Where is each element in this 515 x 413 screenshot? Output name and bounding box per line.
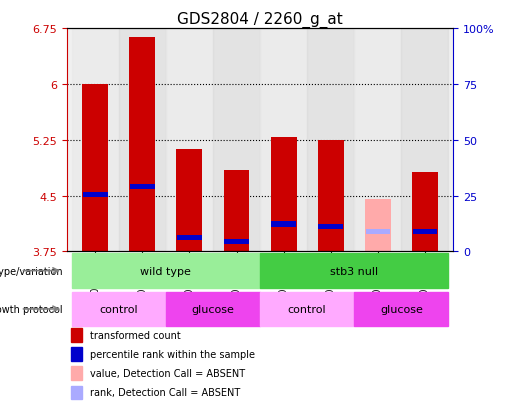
Bar [71,347,82,361]
Bar [224,240,249,245]
Bar [82,85,108,252]
FancyBboxPatch shape [260,292,354,326]
Bar [71,328,82,342]
Bar [83,192,108,197]
Bar [366,229,390,235]
Bar [177,150,202,252]
Bar [130,185,154,190]
Text: control: control [288,304,327,314]
Bar [271,138,297,252]
Text: glucose: glucose [192,304,234,314]
FancyBboxPatch shape [354,292,449,326]
Title: GDS2804 / 2260_g_at: GDS2804 / 2260_g_at [177,12,343,28]
Text: glucose: glucose [380,304,423,314]
Bar [412,172,438,252]
Text: control: control [99,304,138,314]
FancyBboxPatch shape [72,254,260,288]
Bar [318,225,343,230]
Bar [365,200,391,252]
FancyBboxPatch shape [260,254,449,288]
Text: stb3 null: stb3 null [330,266,379,276]
Bar [177,235,202,240]
Bar [166,29,213,252]
Bar [224,170,249,252]
Text: percentile rank within the sample: percentile rank within the sample [90,349,255,359]
FancyBboxPatch shape [166,292,260,326]
Bar [119,29,166,252]
Text: value, Detection Call = ABSENT: value, Detection Call = ABSENT [90,368,245,378]
Bar [307,29,354,252]
FancyBboxPatch shape [72,292,166,326]
Text: rank, Detection Call = ABSENT: rank, Detection Call = ABSENT [90,387,241,397]
Bar [413,229,437,235]
Text: genotype/variation: genotype/variation [0,266,63,276]
Text: wild type: wild type [141,266,191,276]
Bar [71,366,82,380]
Bar [213,29,260,252]
Bar [72,29,119,252]
Bar [260,29,307,252]
Text: growth protocol: growth protocol [0,304,63,314]
Bar [401,29,449,252]
Bar [71,386,82,399]
Text: transformed count: transformed count [90,330,181,340]
Bar [354,29,401,252]
Bar [271,222,296,227]
Bar [129,38,155,252]
Bar [318,140,344,252]
